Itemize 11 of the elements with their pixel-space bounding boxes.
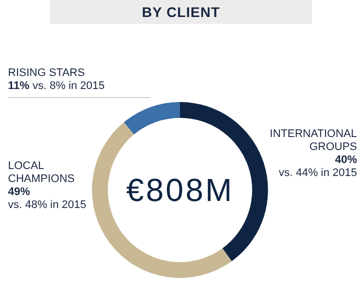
text: €808M [125, 171, 235, 210]
text: vs. 48% in 2015 [8, 199, 88, 212]
slice-label: RISING STARS [8, 67, 85, 80]
slice-label: LOCAL CHAMPIONS [8, 160, 76, 186]
slice-label: INTERNATIONAL GROUPS [268, 128, 357, 154]
data-label: 40% [334, 154, 357, 166]
text: vs. 8% in 2015 [32, 80, 105, 92]
data-label: 11% [8, 80, 30, 92]
text: vs. 44% in 2015 [278, 167, 357, 180]
data-label: 49% [8, 186, 30, 198]
chart-title: BY CLIENT [50, 0, 312, 24]
